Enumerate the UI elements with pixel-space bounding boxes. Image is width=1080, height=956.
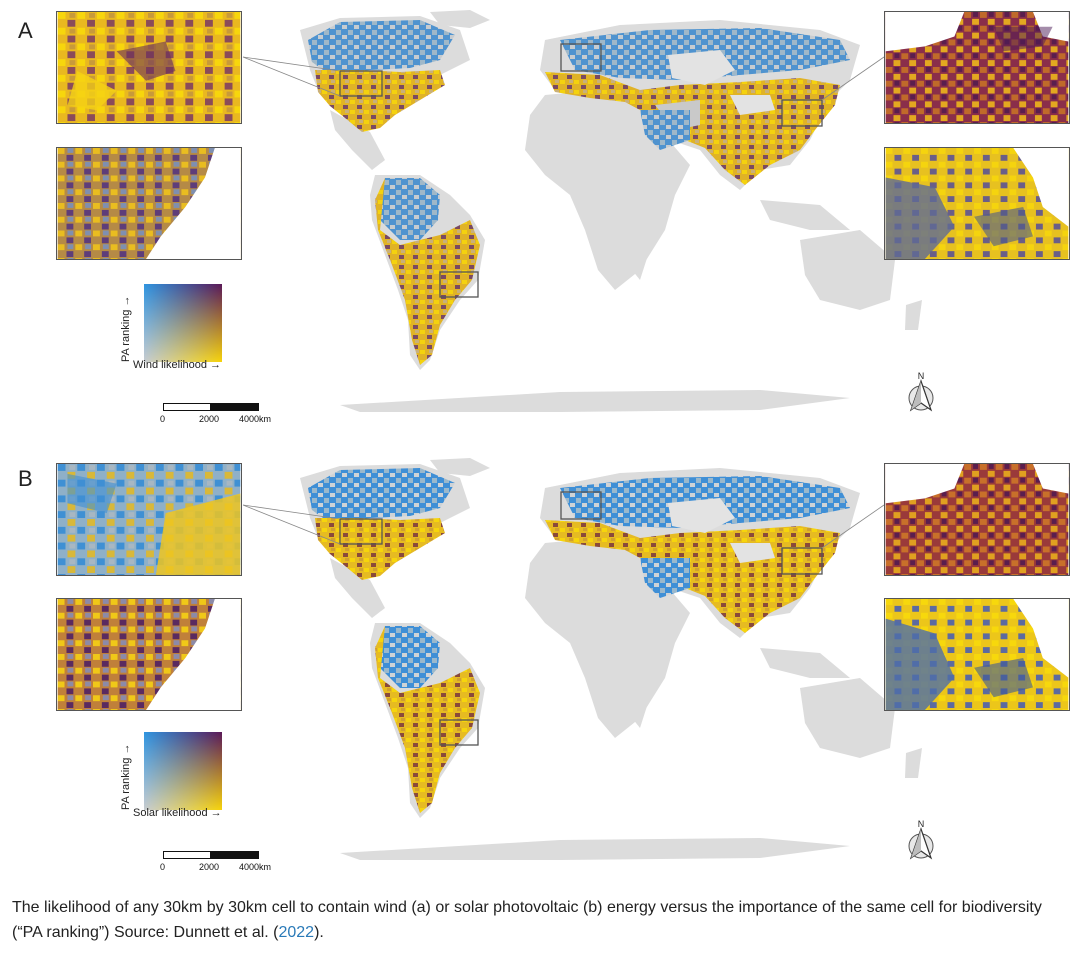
panel-b: B [0,448,1080,888]
legend-x-label: Solar likelihood → [133,807,222,819]
inset-china [884,598,1070,711]
north-arrow-icon: N [908,371,934,412]
caption-end: ). [314,924,324,941]
scale-tick: 4000km [239,414,272,424]
caption-text: The likelihood of any 30km by 30km cell … [12,899,1042,941]
inset-locators [339,43,823,298]
panel-letter: B [18,466,33,491]
figure-caption: The likelihood of any 30km by 30km cell … [12,895,1072,945]
inset-south-america [56,598,242,711]
scale-tick: 4000km [239,862,272,872]
inset-china [884,147,1070,260]
legend-y-label: PA ranking → [120,295,132,362]
scale-tick: 0 [160,414,166,424]
inset-north-america [56,463,242,576]
citation-link[interactable]: 2022 [278,924,315,941]
data-overlay [308,20,850,365]
scale-tick: 2000 [199,862,220,872]
legend-y-label: PA ranking → [120,743,132,810]
inset-connectors [242,56,885,101]
data-overlay [308,468,850,813]
panel-a: A [0,0,1080,440]
world-map [242,458,922,860]
bivariate-legend [144,732,222,810]
inset-europe [884,11,1070,124]
inset-europe [884,463,1070,576]
bivariate-legend [144,284,222,362]
north-label: N [918,819,925,829]
scale-tick: 0 [160,862,166,872]
inset-south-america [56,147,242,260]
panel-letter: A [18,18,33,43]
inset-north-america [56,11,242,124]
north-label: N [918,371,925,381]
inset-locators [339,491,823,746]
scale-tick: 2000 [199,414,220,424]
legend-x-label: Wind likelihood → [133,359,222,371]
north-arrow-icon: N [908,819,934,860]
inset-connectors [242,504,885,549]
world-map [242,10,922,412]
